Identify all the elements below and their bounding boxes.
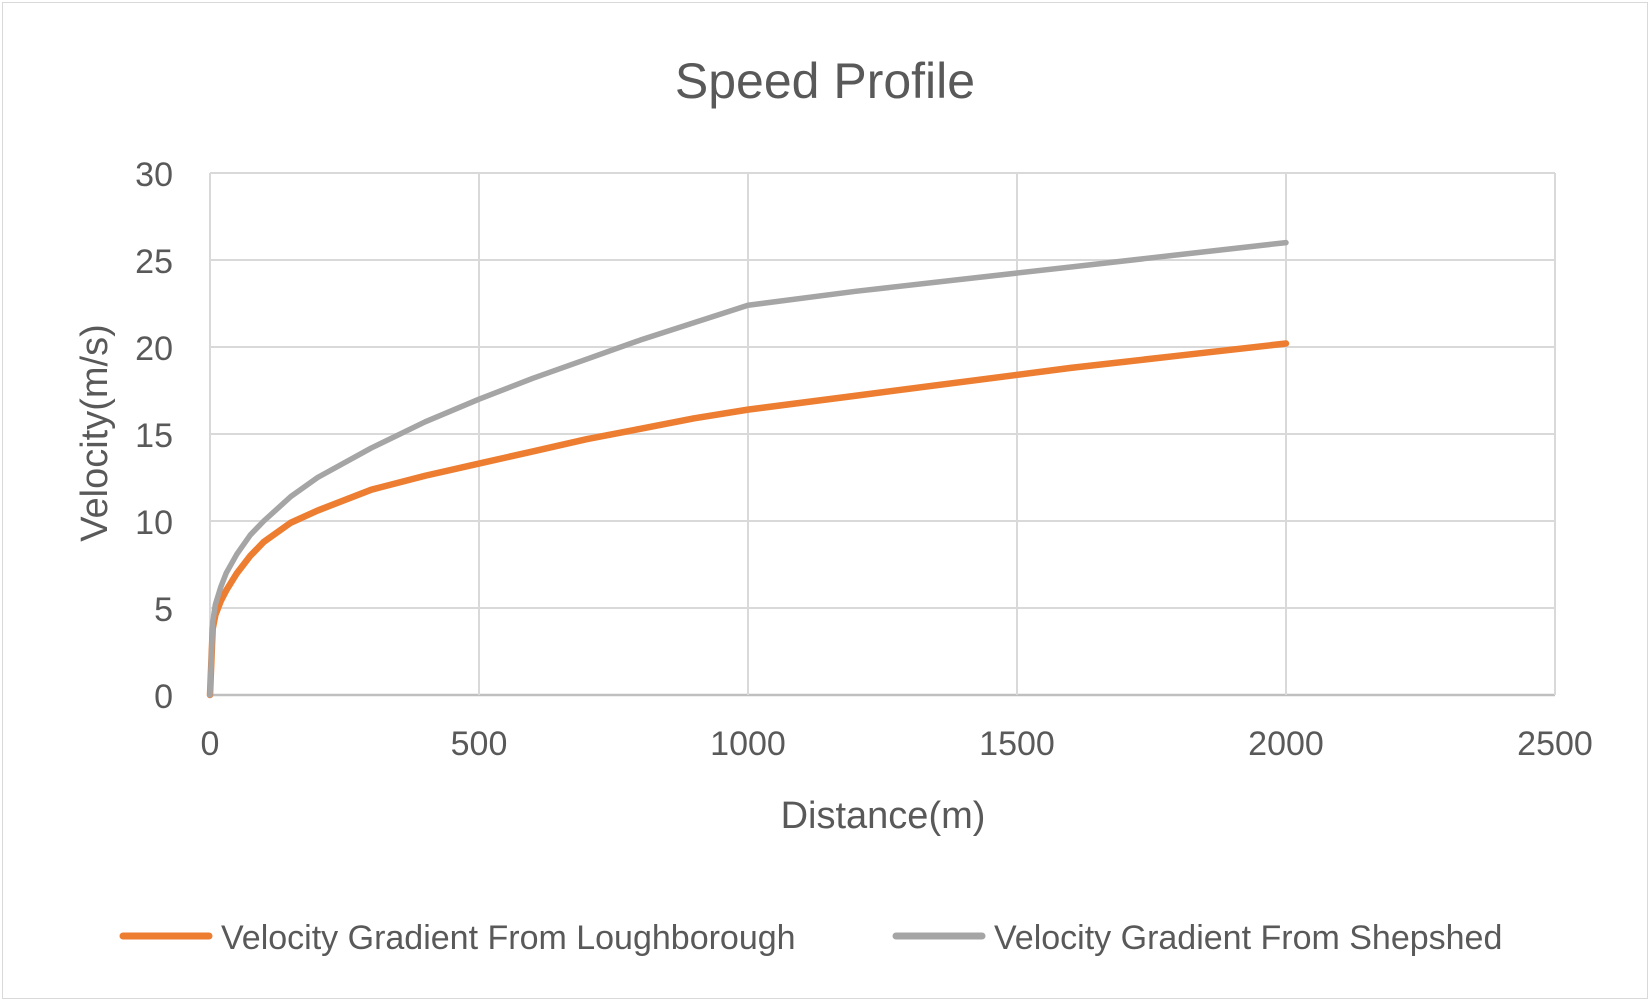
series-line-1: [206, 340, 1290, 699]
x-tick-label-0: 0: [201, 725, 220, 763]
tick-layer: 0 5 10 15 20 25 30 0 500 1000 1500 2000 2500: [135, 156, 1593, 763]
y-axis-title: Velocity(m/s): [74, 324, 116, 541]
legend-label-2: Velocity Gradient From Shepshed: [994, 919, 1502, 957]
y-tick-label-1: 5: [154, 591, 173, 629]
legend: Velocity Gradient From Loughborough Veloc…: [119, 919, 1502, 957]
x-tick-label-3: 1500: [979, 725, 1055, 763]
chart-title: Speed Profile: [675, 53, 975, 109]
x-tick-label-5: 2500: [1517, 725, 1593, 763]
x-tick-label-1: 500: [451, 725, 508, 763]
series-line-2: [207, 239, 1289, 698]
y-tick-label-0: 0: [154, 678, 173, 716]
y-tick-label-2: 10: [135, 504, 173, 542]
y-tick-label-4: 20: [135, 330, 173, 368]
grid-layer: [209, 172, 1556, 697]
y-tick-label-6: 30: [135, 156, 173, 194]
y-tick-label-3: 15: [135, 417, 173, 455]
x-axis-title: Distance(m): [781, 795, 986, 837]
x-tick-label-4: 2000: [1248, 725, 1324, 763]
legend-entry-1: Velocity Gradient From Loughborough: [119, 919, 796, 957]
x-tick-label-2: 1000: [710, 725, 786, 763]
legend-entry-2: Velocity Gradient From Shepshed: [892, 919, 1502, 957]
series-layer: [206, 239, 1290, 699]
y-tick-label-5: 25: [135, 243, 173, 281]
legend-label-1: Velocity Gradient From Loughborough: [221, 919, 796, 957]
speed-profile-chart: Speed Profile 0 5 10 15 20 25 30 0 500 1000 1500 20…: [74, 53, 1593, 957]
